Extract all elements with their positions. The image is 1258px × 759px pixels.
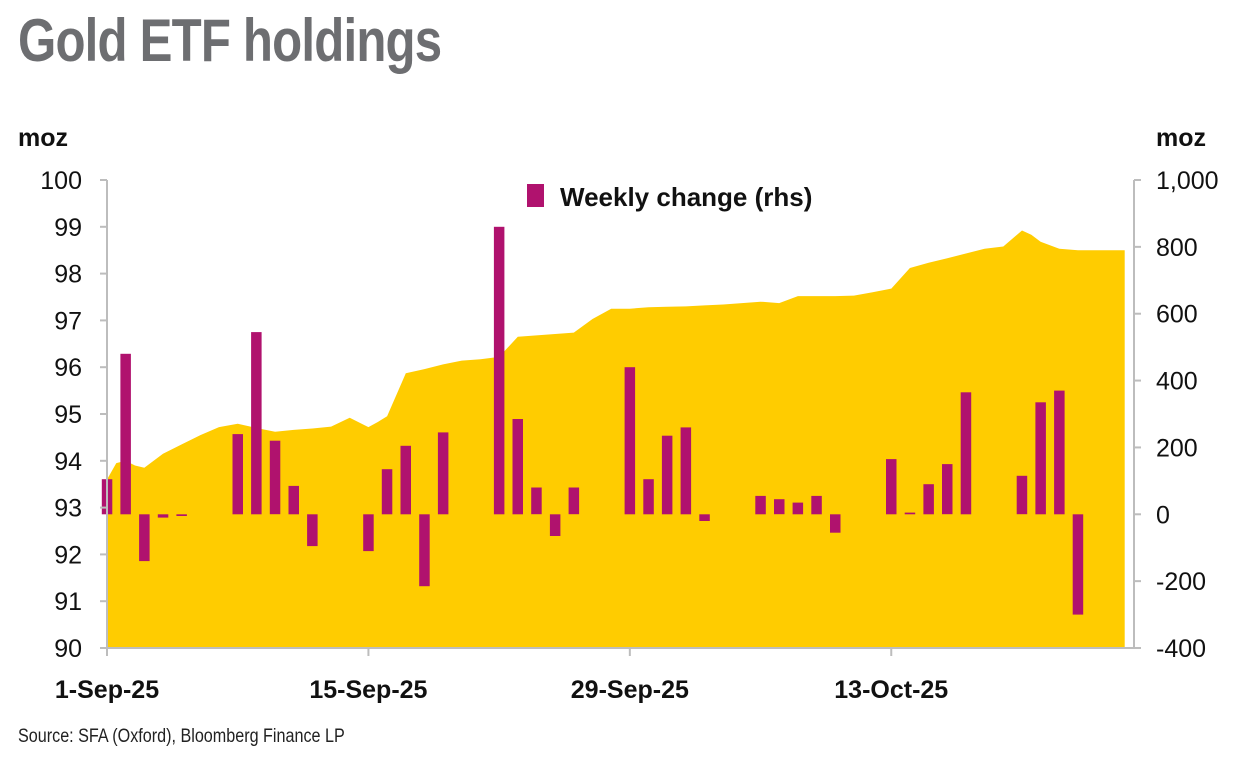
weekly-change-bar [400,445,411,515]
weekly-change-bar [363,514,374,552]
weekly-change-bar [904,512,916,515]
legend: Weekly change (rhs) [527,182,812,212]
plot-area [101,226,1125,648]
right-axis-tick-label: 400 [1156,368,1198,396]
weekly-change-bar [886,459,897,515]
weekly-change-bar [755,495,766,515]
left-axis-tick-label: 100 [40,167,82,195]
weekly-change-bar [381,469,393,515]
right-axis-unit: moz [1156,124,1206,152]
weekly-change-bar [531,487,542,515]
x-axis-tick-label: 15-Sep-25 [309,676,427,704]
x-axis-tick-label: 29-Sep-25 [571,676,689,704]
weekly-change-bar [624,367,636,515]
holdings-area [107,230,1125,648]
weekly-change-bar [568,487,580,515]
weekly-change-bar [512,419,523,515]
weekly-change-bar [680,427,692,515]
weekly-change-bar [1035,402,1046,515]
weekly-change-bar [419,514,430,587]
weekly-change-bar [493,226,505,515]
weekly-change-bar [251,332,262,515]
right-axis-tick-label: 200 [1156,434,1198,462]
source-note: Source: SFA (Oxford), Bloomberg Finance … [18,726,345,747]
weekly-change-bar [811,495,822,515]
right-axis-tick-label: 800 [1156,234,1198,262]
chart-title: Gold ETF holdings [18,7,442,74]
weekly-change-bar [960,392,972,515]
right-axis-tick-label: 600 [1156,301,1198,329]
weekly-change-bar [792,502,804,515]
weekly-change-bar [307,514,318,547]
weekly-change-bar [699,514,710,521]
left-axis-tick-label: 94 [54,448,82,476]
left-axis-tick-label: 90 [54,635,82,663]
weekly-change-bar [942,464,953,515]
weekly-change-bar [1016,475,1028,515]
weekly-change-bar [157,514,169,518]
left-axis-tick-label: 98 [54,261,82,289]
left-axis-tick-label: 96 [54,354,82,382]
left-axis-tick-label: 92 [54,541,82,569]
weekly-change-bar [120,353,131,515]
weekly-change-bar [1054,390,1065,515]
right-axis-tick-label: 1,000 [1156,167,1219,195]
right-axis-tick-label: -400 [1156,635,1206,663]
legend-label: Weekly change (rhs) [560,182,812,212]
weekly-change-bar [923,484,934,515]
left-axis-tick-label: 95 [54,401,82,429]
weekly-change-bar [774,499,785,515]
weekly-change-bar [1072,514,1084,615]
left-axis-tick-label: 93 [54,495,82,523]
weekly-change-bar [139,514,150,562]
weekly-change-bar [269,440,281,515]
weekly-change-bar [830,514,841,533]
right-axis-tick-label: -200 [1156,568,1206,596]
weekly-change-bar [549,514,561,536]
weekly-change-bar [232,434,243,515]
right-axis-tick-label: 0 [1156,501,1170,529]
weekly-change-bar [437,432,449,515]
left-axis-tick-label: 91 [54,588,82,616]
weekly-change-bar [288,485,299,515]
left-axis-unit: moz [18,124,68,152]
x-axis-tick-label: 1-Sep-25 [55,676,159,704]
weekly-change-bar [643,479,654,515]
axes: 90 91 92 93 94 95 96 97 98 99 100 -400 -200 0 200 400 60… [40,167,1218,704]
left-axis-tick-label: 97 [54,307,82,335]
x-axis-tick-label: 13-Oct-25 [834,676,948,704]
weekly-change-bar [661,435,673,515]
legend-swatch [527,184,544,207]
weekly-change-bar [176,514,187,516]
left-axis-tick-label: 99 [54,214,82,242]
